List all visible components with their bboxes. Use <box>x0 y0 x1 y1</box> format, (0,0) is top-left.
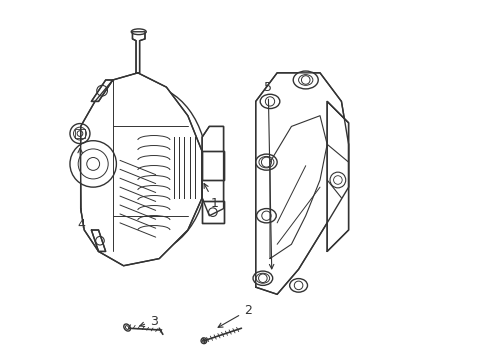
Text: 3: 3 <box>140 315 158 328</box>
Ellipse shape <box>131 29 146 35</box>
Polygon shape <box>92 230 106 251</box>
Ellipse shape <box>257 208 276 223</box>
Text: 2: 2 <box>218 304 252 327</box>
Polygon shape <box>327 102 348 251</box>
Ellipse shape <box>253 271 272 285</box>
Polygon shape <box>202 152 223 180</box>
Polygon shape <box>132 32 145 73</box>
Polygon shape <box>256 73 348 294</box>
Polygon shape <box>202 126 223 216</box>
Polygon shape <box>202 202 223 223</box>
Text: 5: 5 <box>264 81 274 269</box>
Ellipse shape <box>256 154 277 170</box>
Ellipse shape <box>260 94 280 109</box>
Polygon shape <box>92 80 113 102</box>
Ellipse shape <box>293 71 318 89</box>
Ellipse shape <box>82 85 207 253</box>
Circle shape <box>70 141 117 187</box>
Text: 1: 1 <box>204 184 219 210</box>
Ellipse shape <box>290 279 308 292</box>
Text: 4: 4 <box>77 148 85 231</box>
Polygon shape <box>81 73 202 266</box>
